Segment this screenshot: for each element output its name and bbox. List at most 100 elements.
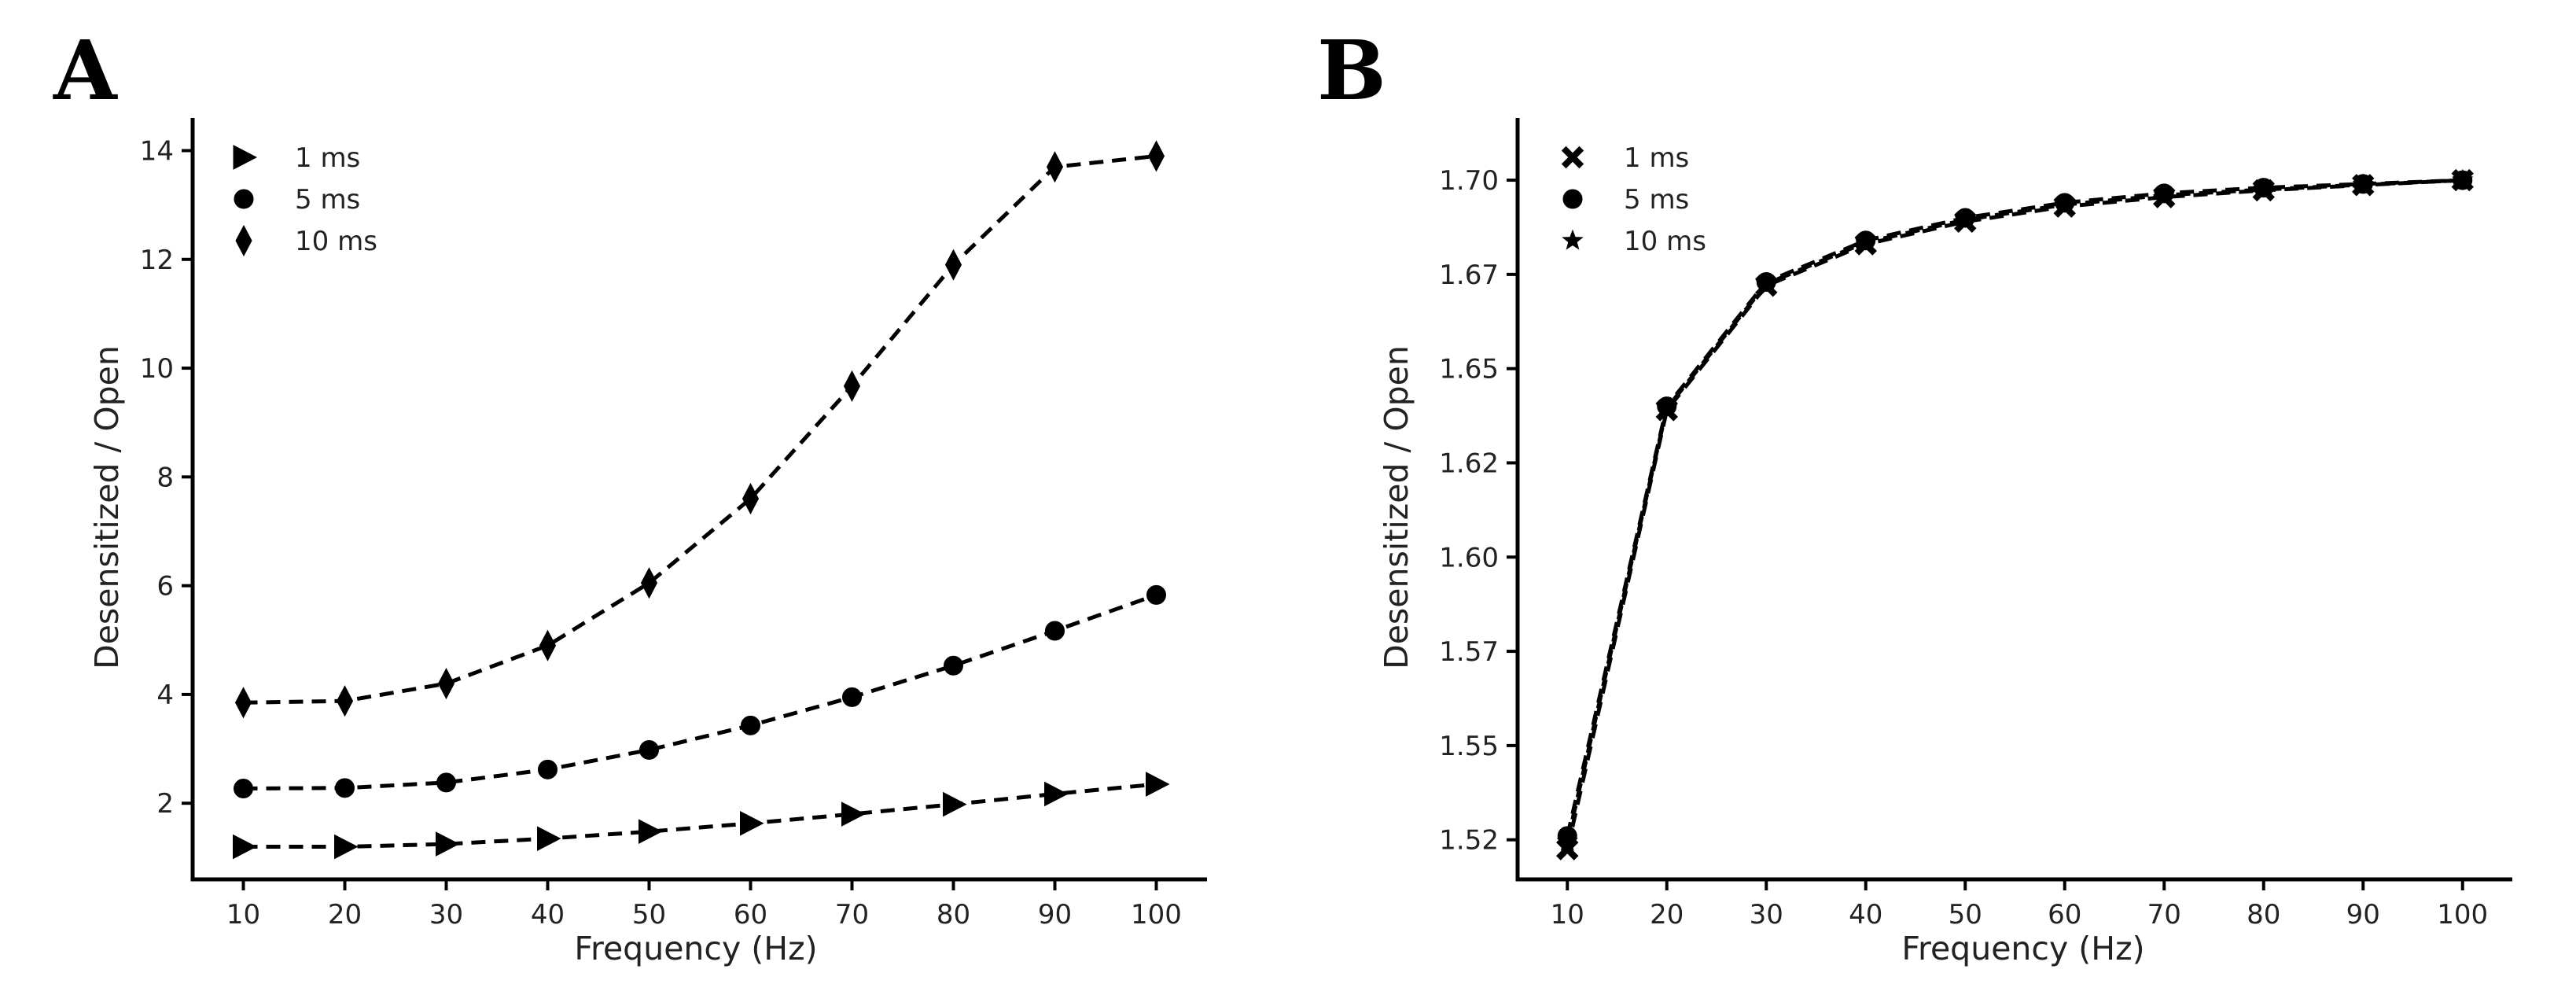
panel-a-chart: A 10 20 30 40 50 60 70 80 90 100 2 4 6 8 10 12 14 1 ms 5 m… [53,22,1207,967]
panel-a-point-10ms [336,685,354,717]
panel-a-legend-marker [234,189,254,209]
panel-a-x-tick-label: 40 [531,899,565,930]
panel-b-x-tick-label: 20 [1650,899,1684,930]
panel-b-y-tick-label: 1.52 [1439,825,1499,857]
panel-b-point-10ms [2054,193,2076,214]
panel-a-series-line-1ms [243,782,1157,849]
panel-b-point-10ms [1855,230,1877,252]
panel-a-x-tick-label: 20 [328,899,362,930]
panel-b-x-tick-label: 40 [1849,899,1882,930]
panel-a-point-5ms [538,759,558,779]
panel-a-point-1ms [1146,772,1170,797]
panel-a-point-10ms [1147,140,1165,172]
panel-a-x-tick-label: 10 [226,899,260,930]
panel-b-y-tick-label: 1.70 [1439,165,1499,197]
panel-b-y-tick-label: 1.60 [1439,542,1499,573]
panel-b-x-tick-label: 80 [2247,899,2280,930]
panel-b-point-10ms [2452,168,2474,190]
panel-b-point-10ms [1954,208,1976,230]
panel-a-point-5ms [639,739,659,760]
panel-a-point-10ms [234,687,252,719]
panel-a-point-5ms [1146,584,1166,605]
panel-a-point-1ms [943,791,967,817]
panel-a-y-tick-label: 14 [140,135,174,167]
panel-b-legend-label: 1 ms [1624,142,1689,174]
panel-a-point-1ms [537,826,561,851]
panel-a-point-1ms [334,834,359,860]
panel-a-x-tick-label: 50 [632,899,666,930]
panel-b-x-tick-label: 100 [2437,899,2488,930]
panel-a-legend-label: 1 ms [295,142,360,174]
panel-a-legend-marker [233,145,258,170]
panel-a-y-tick-label: 8 [156,462,174,493]
panel-a-series-line-5ms [243,593,1157,790]
panel-a-point-5ms [944,655,963,676]
panel-b-y-tick-label: 1.55 [1439,731,1499,762]
panel-a-point-5ms [436,772,456,793]
panel-a-point-10ms [742,482,760,515]
panel-a-x-tick-label: 30 [429,899,463,930]
panel-a-letter: A [53,22,118,119]
panel-b-chart: B 10 20 30 40 50 60 70 80 90 100 1.52 1.55 1.57 1.60 1… [1317,22,2512,967]
panel-a-legend-marker [235,224,252,257]
panel-b-legend-marker [1562,189,1583,209]
panel-b-legend-marker [1561,146,1584,169]
panel-b-point-10ms [1656,396,1678,418]
panel-b-point-10ms [2253,178,2275,199]
panel-b-x-tick-label: 70 [2147,899,2181,930]
panel-a-series-line-10ms [243,153,1157,705]
panel-b-series-line-5ms [1565,178,2463,837]
panel-a-point-1ms [638,819,663,844]
panel-b-x-tick-label: 10 [1551,899,1584,930]
panel-b-letter: B [1317,22,1386,119]
panel-b-axes-spines [1515,118,2512,882]
panel-a-point-1ms [233,834,257,860]
panel-a-y-tick-label: 6 [156,571,174,602]
panel-a-point-1ms [436,831,460,857]
panel-b-series-line-10ms [1565,178,2463,842]
panel-a-x-tick-label: 90 [1038,899,1072,930]
panel-a-point-1ms [740,810,764,836]
panel-a-point-5ms [335,778,355,798]
panel-b-series-line-1ms [1565,178,2463,850]
panel-a-point-10ms [437,668,455,700]
panel-a-x-tick-label: 70 [835,899,869,930]
panel-a-point-5ms [234,779,253,799]
panel-b-x-tick-label: 60 [2048,899,2081,930]
panel-a-legend-label: 5 ms [295,184,360,216]
panel-b-point-10ms [1755,272,1777,293]
panel-a-point-10ms [1046,151,1064,183]
panel-a-point-1ms [1044,781,1069,807]
panel-a-y-tick-label: 10 [140,353,174,385]
panel-a-y-tick-label: 12 [140,245,174,276]
panel-b-point-10ms [2153,183,2175,205]
panel-a-x-tick-label: 100 [1131,899,1182,930]
panel-b-y-tick-label: 1.57 [1439,636,1499,668]
panel-a-y-tick-label: 4 [156,680,174,711]
panel-b-legend-label: 10 ms [1624,226,1706,257]
panel-b-x-axis-label: Frequency (Hz) [1901,930,2144,967]
panel-b-legend-marker [1562,229,1584,250]
panel-a-point-10ms [640,567,658,599]
panel-a-axes-spines [190,118,1207,882]
panel-b-y-tick-label: 1.62 [1439,448,1499,479]
panel-b-point-10ms [1556,830,1578,851]
panel-a-legend-label: 10 ms [295,226,377,257]
panel-b-legend-label: 5 ms [1624,184,1689,216]
panel-a-x-tick-label: 60 [734,899,767,930]
panel-b-y-axis-label: Desensitized / Open [1378,345,1415,669]
panel-a-y-tick-label: 2 [156,788,174,820]
panel-a-point-5ms [1045,621,1065,641]
panel-a-point-10ms [944,249,962,281]
panel-b-y-tick-label: 1.67 [1439,260,1499,291]
panel-b-point-10ms [2352,173,2374,194]
panel-a-point-1ms [841,801,866,827]
panel-b-x-tick-label: 30 [1750,899,1783,930]
panel-a-point-10ms [539,629,557,661]
panel-a-point-5ms [741,715,760,735]
panel-b-y-tick-label: 1.65 [1439,354,1499,385]
panel-a-point-5ms [842,687,862,707]
panel-a-x-tick-label: 80 [937,899,970,930]
panel-a-x-axis-label: Frequency (Hz) [574,930,817,967]
